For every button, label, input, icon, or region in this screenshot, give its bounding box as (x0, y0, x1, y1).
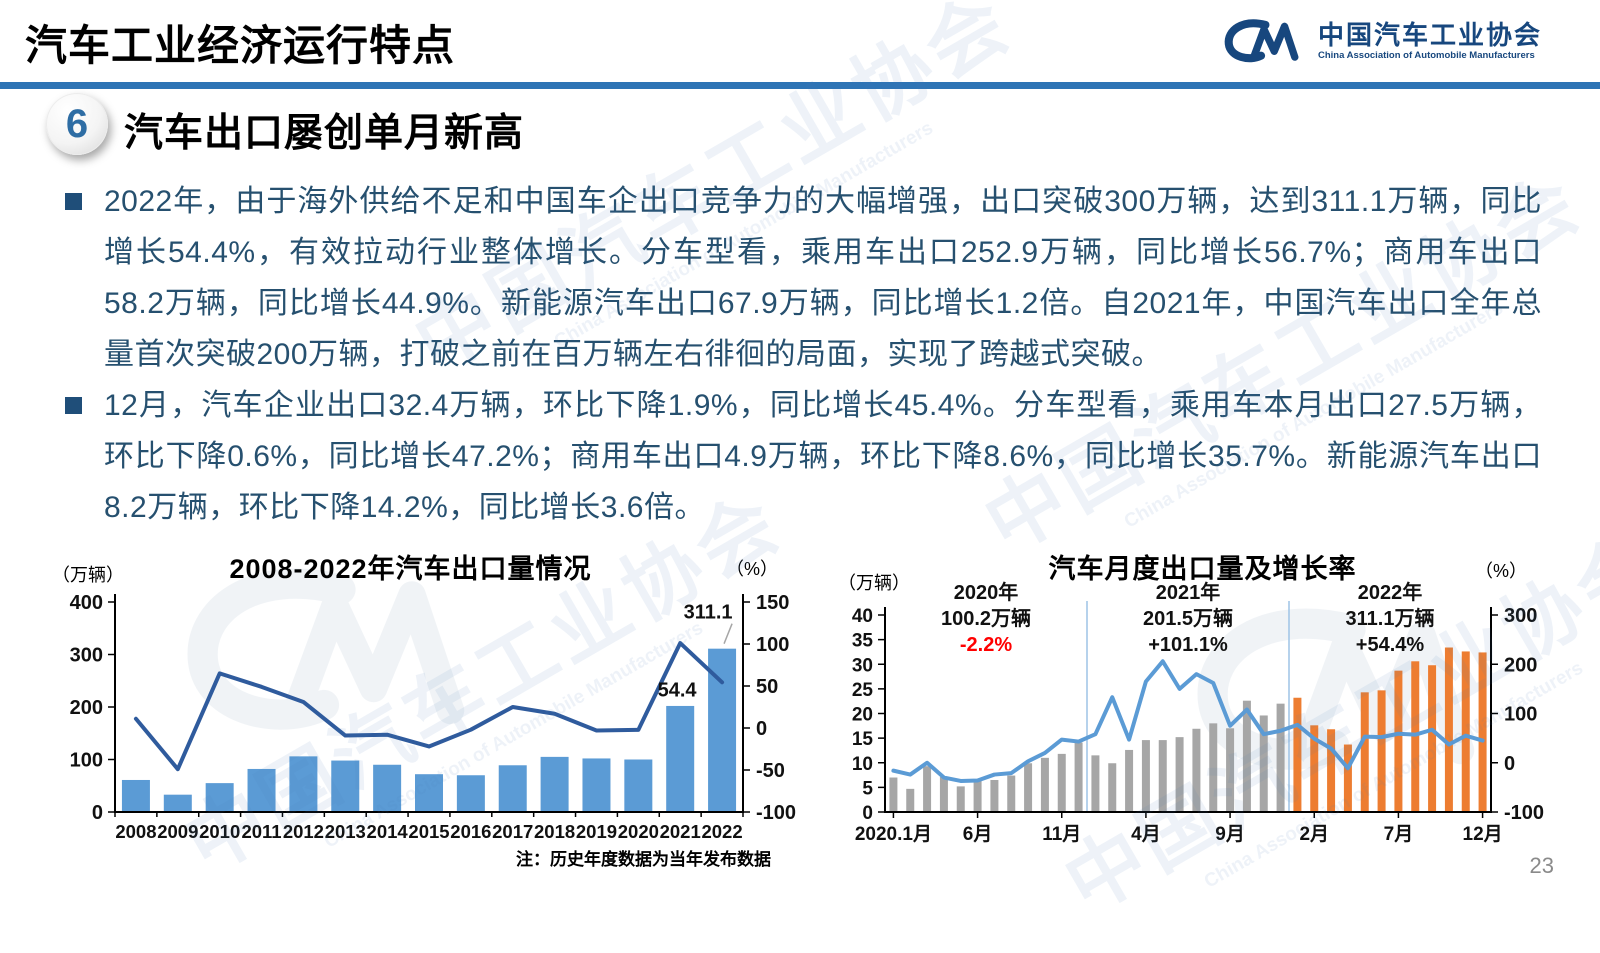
svg-text:0: 0 (756, 718, 767, 740)
monthly-export-plot: 40 35 30 25 20 15 10 5 0 300 200 100 0 -100 2020.1月 6月 1… (852, 580, 1544, 845)
svg-text:6月: 6月 (963, 824, 993, 845)
svg-text:0: 0 (92, 802, 103, 824)
svg-text:2022: 2022 (701, 821, 742, 842)
svg-text:2021年: 2021年 (1156, 580, 1221, 604)
svg-text:300: 300 (1504, 605, 1537, 627)
page-number: 23 (1529, 853, 1554, 878)
svg-text:50: 50 (756, 676, 778, 698)
bullet-list: 2022年，由于海外供给不足和中国车企出口竞争力的大幅增强，出口突破300万辆，… (62, 176, 1542, 533)
svg-text:2019: 2019 (576, 821, 617, 842)
svg-text:2010: 2010 (199, 821, 240, 842)
svg-text:10: 10 (852, 754, 873, 775)
svg-text:-100: -100 (1504, 802, 1544, 824)
svg-text:-100: -100 (756, 802, 796, 824)
svg-text:200: 200 (1504, 654, 1537, 676)
svg-text:15: 15 (852, 729, 874, 750)
svg-text:4月: 4月 (1131, 824, 1161, 845)
svg-text:100: 100 (1504, 704, 1537, 726)
chart-title: 2008-2022年汽车出口量情况 (229, 554, 592, 584)
svg-text:2018: 2018 (534, 821, 575, 842)
svg-text:2022年: 2022年 (1358, 580, 1423, 604)
svg-text:2008: 2008 (115, 821, 156, 842)
svg-text:200: 200 (70, 697, 103, 719)
svg-text:2014: 2014 (367, 821, 409, 842)
svg-text:150: 150 (756, 592, 789, 614)
section-number-badge: 6 (46, 93, 108, 155)
svg-text:9月: 9月 (1215, 824, 1245, 845)
svg-text:7月: 7月 (1384, 824, 1414, 845)
svg-text:-50: -50 (756, 760, 785, 782)
cm-logo-icon (1220, 14, 1308, 68)
svg-text:40: 40 (852, 606, 873, 627)
svg-text:+54.4%: +54.4% (1356, 634, 1425, 656)
page-title: 汽车工业经济运行特点 (25, 22, 456, 69)
svg-text:311.1万辆: 311.1万辆 (1346, 606, 1435, 630)
svg-text:311.1: 311.1 (684, 602, 733, 624)
org-logo-text: 中国汽车工业协会 China Association of Automobile… (1318, 21, 1542, 61)
left-axis-unit-label: （万辆） (52, 565, 124, 585)
svg-text:2017: 2017 (492, 821, 533, 842)
svg-text:2012: 2012 (283, 821, 324, 842)
svg-text:2020: 2020 (618, 821, 659, 842)
svg-text:-2.2%: -2.2% (960, 634, 1012, 656)
svg-text:100: 100 (756, 634, 789, 656)
svg-text:35: 35 (852, 631, 874, 652)
svg-text:12月: 12月 (1463, 824, 1503, 845)
svg-text:2月: 2月 (1299, 824, 1329, 845)
svg-text:2020年: 2020年 (954, 580, 1019, 604)
chart-title: 汽车月度出口量及增长率 (1048, 554, 1357, 584)
right-axis-unit-label: （%） (725, 559, 778, 579)
svg-text:2015: 2015 (408, 821, 449, 842)
svg-text:100: 100 (70, 750, 103, 772)
svg-text:400: 400 (70, 592, 103, 614)
bullet-item: 12月，汽车企业出口32.4万辆，环比下降1.9%，同比增长45.4%。分车型看… (62, 380, 1542, 533)
svg-text:2016: 2016 (450, 821, 491, 842)
svg-text:300: 300 (70, 645, 103, 667)
annual-export-chart: 2008-2022年汽车出口量情况 （万辆） （%） 400 300 200 100 0… (38, 545, 796, 880)
svg-text:+101.1%: +101.1% (1148, 634, 1228, 656)
svg-text:0: 0 (862, 803, 873, 824)
svg-text:2013: 2013 (325, 821, 366, 842)
svg-text:25: 25 (852, 680, 874, 701)
svg-text:2021: 2021 (660, 821, 701, 842)
svg-text:2009: 2009 (157, 821, 198, 842)
org-logo: 中国汽车工业协会 China Association of Automobile… (1220, 14, 1542, 68)
section-heading: 汽车出口屡创单月新高 (124, 112, 525, 155)
svg-text:30: 30 (852, 655, 873, 676)
svg-text:201.5万辆: 201.5万辆 (1143, 606, 1233, 630)
header-divider (0, 82, 1600, 89)
svg-text:2011: 2011 (241, 821, 281, 842)
svg-text:5: 5 (862, 778, 873, 799)
org-name-cn: 中国汽车工业协会 (1317, 20, 1542, 51)
bullet-item: 2022年，由于海外供给不足和中国车企出口竞争力的大幅增强，出口突破300万辆，… (62, 176, 1542, 380)
right-axis-unit-label: （%） (1474, 561, 1527, 581)
svg-text:11月: 11月 (1042, 824, 1081, 845)
svg-text:0: 0 (1504, 753, 1515, 775)
org-name-en: China Association of Automobile Manufact… (1317, 49, 1535, 61)
chart-note: 注：历史年度数据为当年发布数据 (516, 850, 771, 869)
svg-text:20: 20 (852, 705, 873, 726)
svg-text:100.2万辆: 100.2万辆 (941, 606, 1031, 630)
left-axis-unit-label: （万辆） (838, 573, 910, 593)
svg-text:2020.1月: 2020.1月 (855, 824, 932, 845)
monthly-export-chart: 汽车月度出口量及增长率 （万辆） （%） 40 35 30 25 20 15 10 5 0 300… (830, 545, 1575, 880)
svg-text:54.4: 54.4 (658, 679, 698, 701)
